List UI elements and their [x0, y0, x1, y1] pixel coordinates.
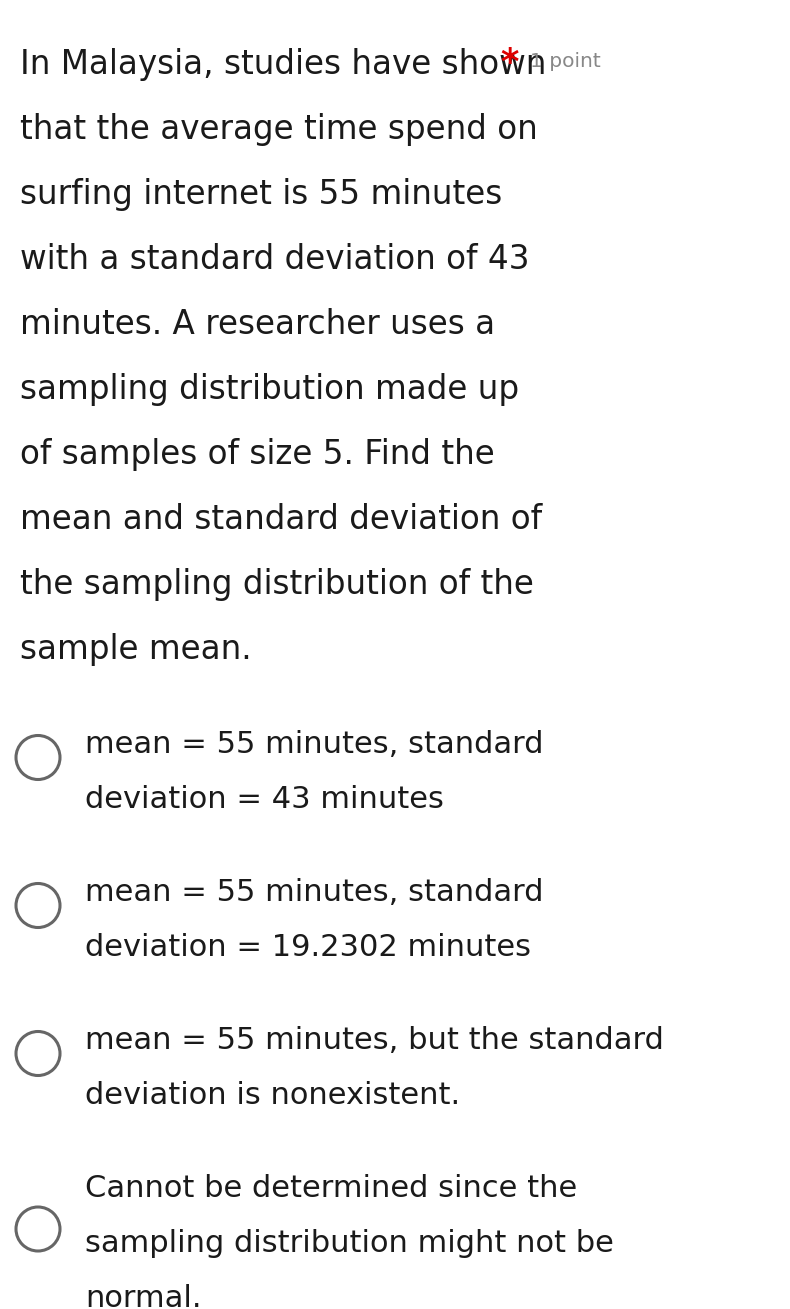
- Text: sample mean.: sample mean.: [20, 634, 252, 666]
- Text: sampling distribution might not be: sampling distribution might not be: [85, 1229, 614, 1258]
- Text: surfing internet is 55 minutes: surfing internet is 55 minutes: [20, 178, 502, 211]
- Text: In Malaysia, studies have shown: In Malaysia, studies have shown: [20, 48, 547, 81]
- Text: the sampling distribution of the: the sampling distribution of the: [20, 568, 534, 601]
- Text: mean = 55 minutes, standard: mean = 55 minutes, standard: [85, 878, 544, 907]
- Text: minutes. A researcher uses a: minutes. A researcher uses a: [20, 308, 495, 342]
- Text: deviation = 43 minutes: deviation = 43 minutes: [85, 785, 444, 814]
- Text: mean and standard deviation of: mean and standard deviation of: [20, 503, 542, 535]
- Text: deviation is nonexistent.: deviation is nonexistent.: [85, 1081, 460, 1110]
- Text: mean = 55 minutes, but the standard: mean = 55 minutes, but the standard: [85, 1026, 664, 1055]
- Text: of samples of size 5. Find the: of samples of size 5. Find the: [20, 439, 495, 471]
- Text: mean = 55 minutes, standard: mean = 55 minutes, standard: [85, 730, 544, 759]
- Text: sampling distribution made up: sampling distribution made up: [20, 373, 519, 406]
- Text: with a standard deviation of 43: with a standard deviation of 43: [20, 243, 529, 276]
- Text: Cannot be determined since the: Cannot be determined since the: [85, 1174, 577, 1203]
- Text: normal.: normal.: [85, 1284, 201, 1309]
- Text: 1 point: 1 point: [530, 52, 600, 71]
- Text: deviation = 19.2302 minutes: deviation = 19.2302 minutes: [85, 933, 531, 962]
- Text: that the average time spend on: that the average time spend on: [20, 113, 538, 147]
- Text: *: *: [500, 46, 518, 80]
